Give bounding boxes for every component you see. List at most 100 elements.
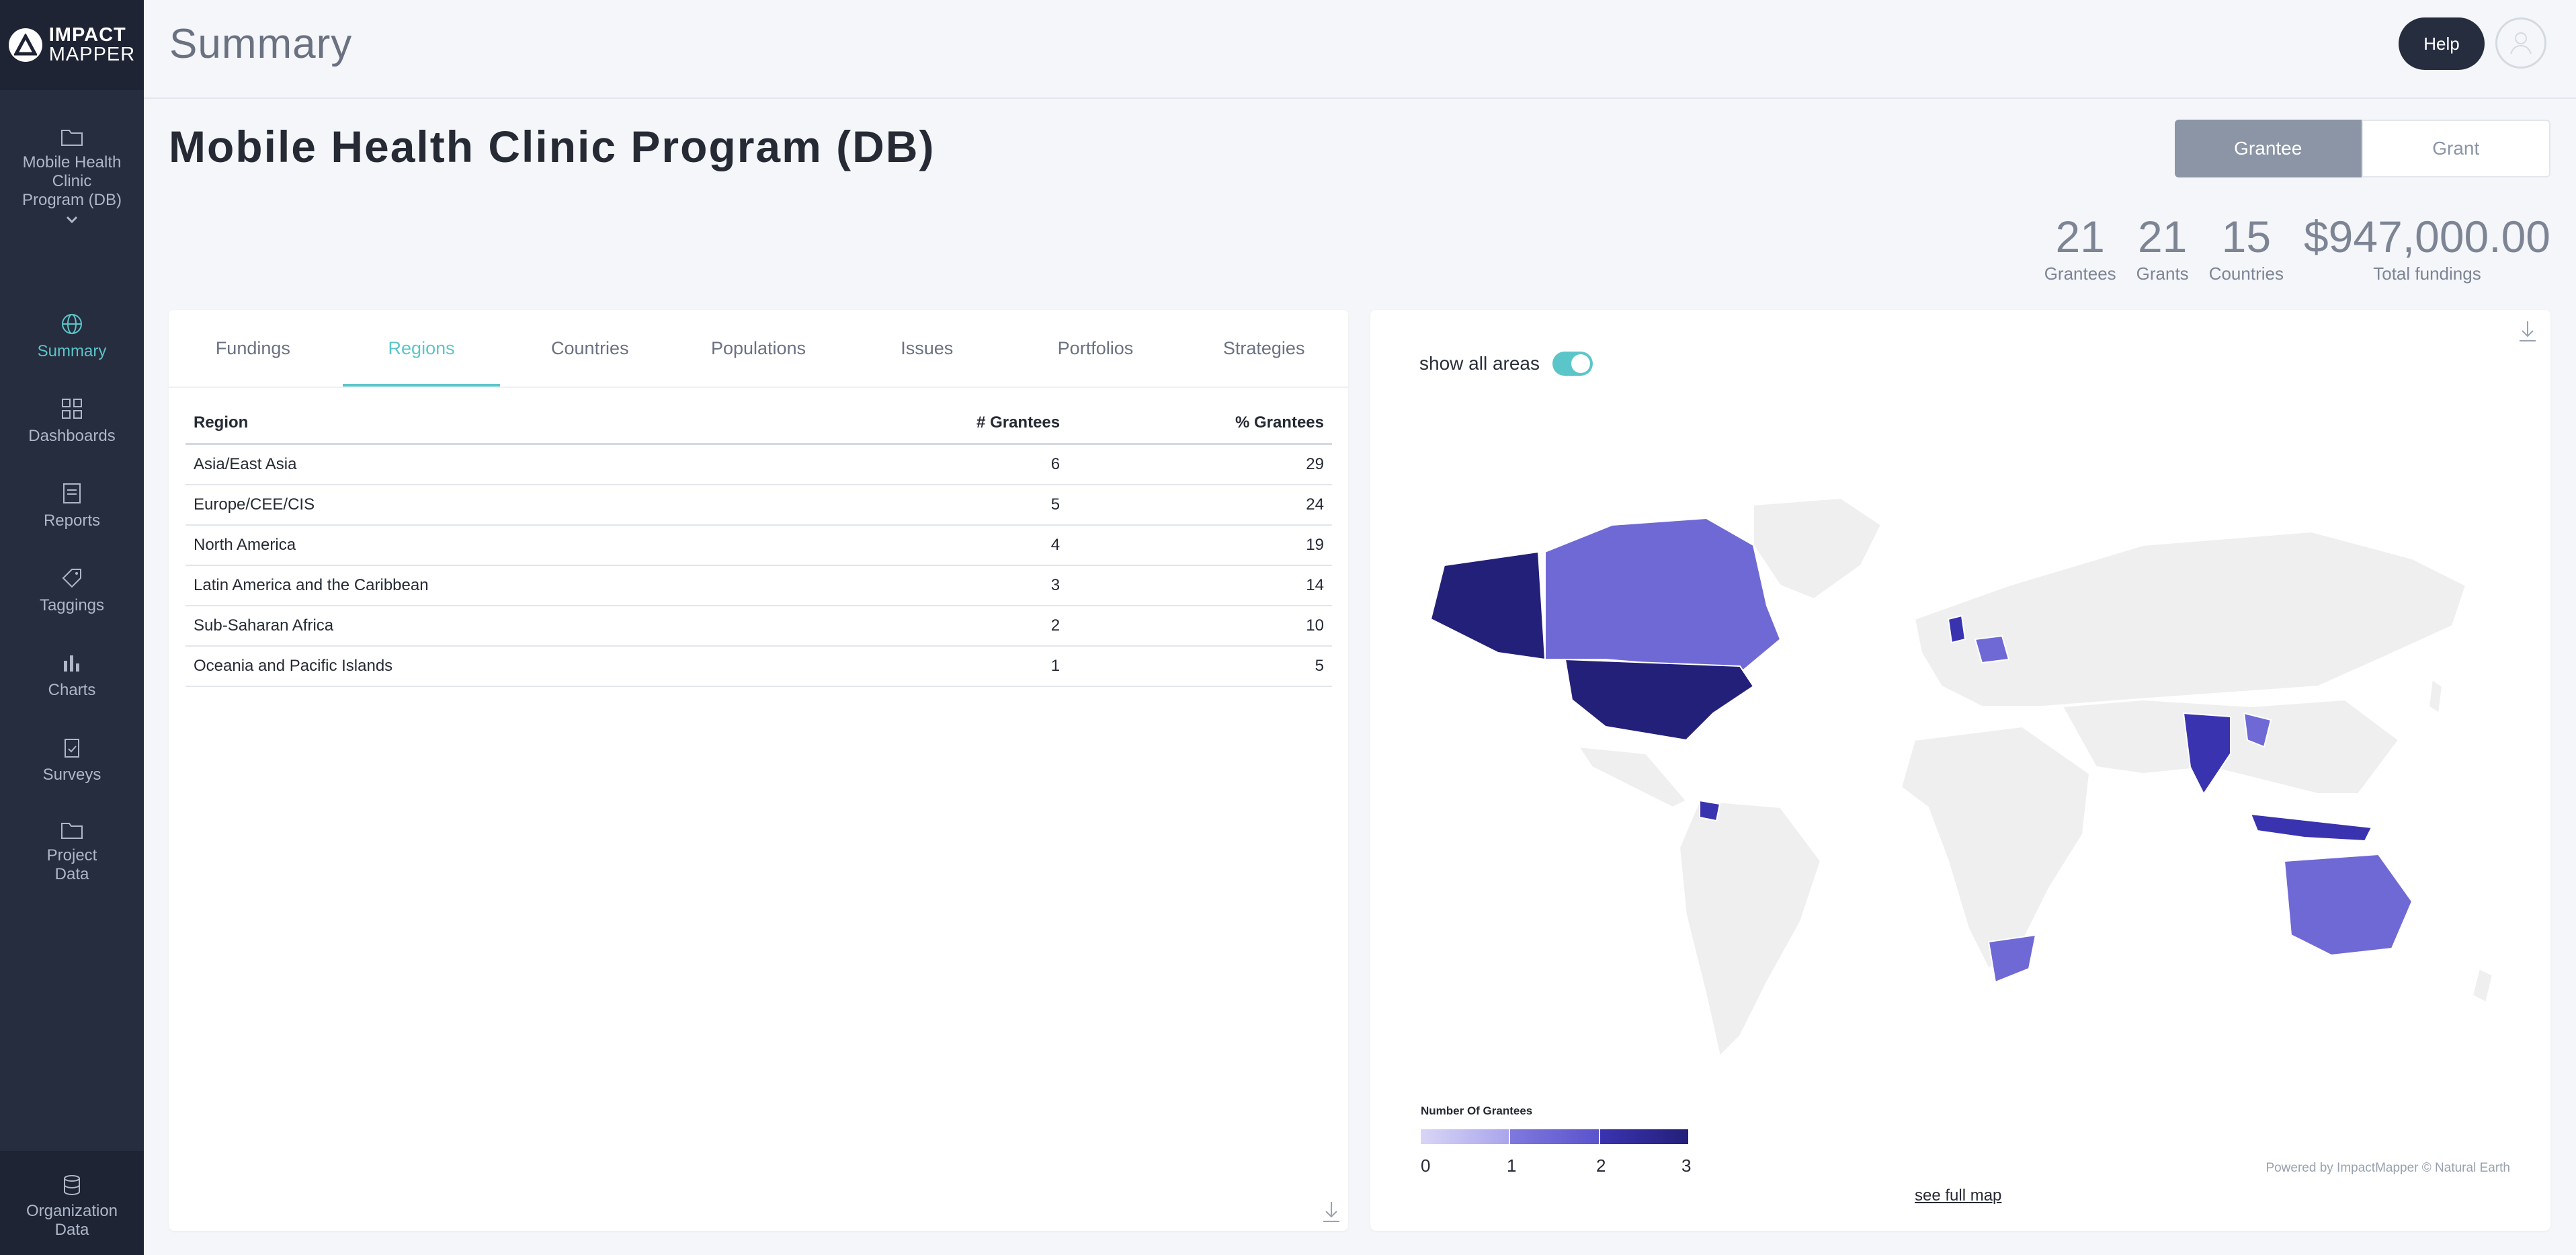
program-title: Mobile Health Clinic Program (DB) <box>169 122 936 171</box>
tab-fundings[interactable]: Fundings <box>215 337 290 358</box>
sidebar-item-surveys[interactable]: Surveys <box>0 736 144 784</box>
show-all-areas-toggle[interactable] <box>1552 352 1593 376</box>
grantees-percent-cell: 5 <box>1068 646 1332 687</box>
program-selector[interactable]: Mobile Health Clinic Program (DB) <box>0 128 144 231</box>
sidebar: IMPACT MAPPER Mobile Health Clinic Progr… <box>0 0 144 1255</box>
regions-card: Fundings Regions Countries Populations I… <box>169 310 1348 1231</box>
sidebar-item-organization-data[interactable]: Organization Data <box>0 1151 144 1255</box>
column-header-grantees-count[interactable]: # Grantees <box>817 403 1069 445</box>
grantees-count-cell: 6 <box>817 444 1069 485</box>
sidebar-item-label: Dashboards <box>28 427 116 445</box>
sidebar-item-reports[interactable]: Reports <box>0 482 144 530</box>
grantees-percent-cell: 29 <box>1068 444 1332 485</box>
database-icon <box>64 1175 80 1196</box>
table-row: Sub-Saharan Africa 2 10 <box>185 606 1332 647</box>
table-row: Asia/East Asia 6 29 <box>185 444 1332 485</box>
stat-label: Grants <box>2136 264 2189 284</box>
stat-label: Countries <box>2208 264 2284 284</box>
sidebar-item-dashboards[interactable]: Dashboards <box>0 397 144 446</box>
grantee-toggle-button[interactable]: Grantee <box>2175 120 2362 177</box>
grantees-count-cell: 4 <box>817 525 1069 566</box>
program-selector-label: Mobile Health Clinic Program (DB) <box>22 153 122 209</box>
grant-toggle-button[interactable]: Grant <box>2361 120 2550 177</box>
sidebar-item-charts[interactable]: Charts <box>0 651 144 700</box>
map-alaska <box>1429 551 1546 661</box>
sidebar-item-taggings[interactable]: Taggings <box>0 567 144 615</box>
map-europe-russia <box>1913 530 2467 707</box>
table-header-row: Region # Grantees % Grantees <box>185 403 1332 445</box>
tab-portfolios[interactable]: Portfolios <box>1057 337 1134 358</box>
see-full-map-link[interactable]: see full map <box>1915 1186 2002 1205</box>
legend-tick: 2 <box>1596 1156 1606 1176</box>
download-icon[interactable] <box>2518 320 2538 343</box>
grantees-percent-cell: 14 <box>1068 565 1332 606</box>
sidebar-item-summary[interactable]: Summary <box>0 313 144 361</box>
legend-tick: 1 <box>1507 1156 1517 1176</box>
impactmapper-logo[interactable]: IMPACT MAPPER <box>0 0 144 90</box>
help-button[interactable]: Help <box>2399 17 2485 70</box>
stat-value: 21 <box>2137 212 2188 261</box>
sidebar-item-label: Charts <box>48 681 96 699</box>
region-cell: Europe/CEE/CIS <box>185 485 818 526</box>
grantees-count-cell: 1 <box>817 646 1069 687</box>
map-mexico-central-america <box>1577 745 1688 809</box>
world-choropleth-map[interactable] <box>1404 485 2520 1076</box>
column-header-grantees-percent[interactable]: % Grantees <box>1068 403 1332 445</box>
legend-tick: 0 <box>1421 1156 1431 1176</box>
region-cell: North America <box>185 525 818 566</box>
tab-regions[interactable]: Regions <box>337 310 506 387</box>
download-icon[interactable] <box>1321 1201 1341 1223</box>
stat-label: Total fundings <box>2373 264 2481 284</box>
legend-swatch <box>1510 1129 1600 1144</box>
sidebar-item-project-data[interactable]: Project Data <box>0 821 144 884</box>
grantees-percent-cell: 10 <box>1068 606 1332 647</box>
map-africa <box>1900 725 2091 970</box>
clipboard-icon <box>65 739 79 758</box>
regions-table: Region # Grantees % Grantees Asia/East A… <box>185 403 1332 687</box>
chevron-down-icon <box>66 216 78 224</box>
logo-line-1: IMPACT <box>48 24 126 46</box>
page-title: Summary <box>169 21 353 67</box>
table-row: North America 4 19 <box>185 525 1332 566</box>
logo-line-2: MAPPER <box>48 44 136 65</box>
table-row: Europe/CEE/CIS 5 24 <box>185 485 1332 526</box>
summary-tabs: Fundings Regions Countries Populations I… <box>169 310 1348 388</box>
map-india <box>2182 712 2231 795</box>
map-usa <box>1564 658 1755 741</box>
tab-populations[interactable]: Populations <box>710 337 806 358</box>
report-icon <box>63 483 81 503</box>
view-toggle: Grantee Grant <box>2175 120 2550 177</box>
show-all-areas-label: show all areas <box>1419 353 1540 374</box>
summary-stats: 21 Grantees 21 Grants 15 Countries $947,… <box>2044 212 2550 284</box>
tag-icon <box>62 569 81 588</box>
logo-text: IMPACT MAPPER <box>49 26 135 65</box>
grantees-percent-cell: 19 <box>1068 525 1332 566</box>
grantees-count-cell: 2 <box>817 606 1069 647</box>
region-cell: Latin America and the Caribbean <box>185 565 818 606</box>
stat-countries: 15 Countries <box>2209 212 2284 284</box>
map-western-europe <box>1974 635 2010 664</box>
map-south-africa <box>1987 934 2037 983</box>
map-attribution: Powered by ImpactMapper © Natural Earth <box>2266 1161 2510 1175</box>
stat-value: 15 <box>2221 212 2272 261</box>
map-colombia <box>1699 799 1721 822</box>
stat-total-fundings: $947,000.00 Total fundings <box>2304 212 2550 284</box>
map-japan <box>2427 678 2444 715</box>
column-header-region[interactable]: Region <box>185 403 818 445</box>
region-cell: Sub-Saharan Africa <box>185 606 818 647</box>
grantees-count-cell: 3 <box>817 565 1069 606</box>
bar-chart-icon <box>64 655 79 672</box>
globe-icon <box>62 314 82 334</box>
sidebar-item-label: Project Data <box>46 846 97 883</box>
tab-countries[interactable]: Countries <box>551 337 629 358</box>
sidebar-item-label: Taggings <box>39 596 105 614</box>
user-avatar[interactable] <box>2495 17 2546 69</box>
stat-value: 21 <box>2055 212 2105 261</box>
grid-icon <box>62 399 82 419</box>
grantees-percent-cell: 24 <box>1068 485 1332 526</box>
tab-issues[interactable]: Issues <box>901 337 954 358</box>
tab-strategies[interactable]: Strategies <box>1222 337 1305 358</box>
sidebar-item-label: Reports <box>43 512 101 530</box>
sidebar-item-label: Summary <box>37 342 107 360</box>
legend-title: Number Of Grantees <box>1421 1104 1533 1117</box>
